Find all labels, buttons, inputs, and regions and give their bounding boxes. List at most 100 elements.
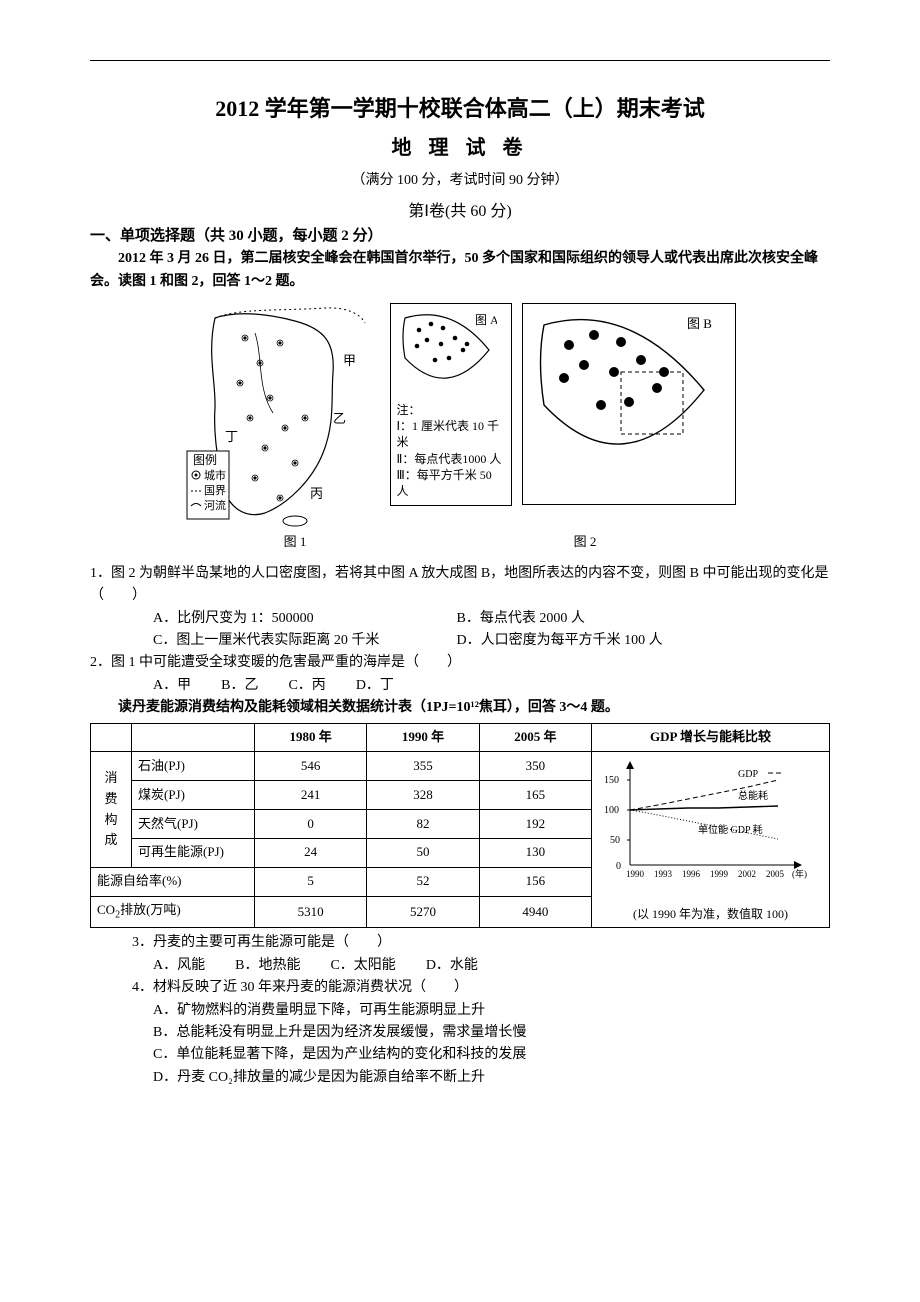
svg-text:国界: 国界 <box>204 484 226 497</box>
cell: 5270 <box>367 896 479 928</box>
q1-stem: 1．图 2 为朝鲜半岛某地的人口密度图，若将其中图 A 放大成图 B，地图所表达… <box>90 563 830 608</box>
cell: 50 <box>367 838 479 867</box>
note-2: Ⅱ：每点代表1000 人 <box>397 451 505 467</box>
intro-paragraph: 2012 年 3 月 26 日，第二届核安全峰会在韩国首尔举行，50 多个国家和… <box>90 248 830 293</box>
q1-opt-d: D．人口密度为每平方千米 100 人 <box>457 633 663 648</box>
note-3: Ⅲ：每平方千米 50 人 <box>397 467 505 499</box>
title-line-1: 2012 学年第一学期十校联合体高二（上）期末考试 <box>90 91 830 126</box>
caption-fig2: 图 2 <box>574 532 597 553</box>
cell: 355 <box>367 752 479 781</box>
fig2-note: 注： Ⅰ：1 厘米代表 10 千米 Ⅱ：每点代表1000 人 Ⅲ：每平方千米 5… <box>397 402 505 499</box>
th-2005: 2005 年 <box>479 724 591 752</box>
note-1: Ⅰ：1 厘米代表 10 千米 <box>397 418 505 450</box>
cell: 192 <box>479 810 591 839</box>
svg-text:单位能 GDP 耗: 单位能 GDP 耗 <box>698 823 763 836</box>
q4-opt-c: C．单位能耗显著下降，是因为产业结构的变化和科技的发展 <box>90 1044 830 1066</box>
figure-2: 图 A 注： Ⅰ：1 厘米代表 10 千米 Ⅱ：每点代表1000 人 Ⅲ：每平方… <box>390 303 736 506</box>
q2-opt-a: A．甲 <box>153 675 191 697</box>
q3-opt-d: D．水能 <box>426 955 478 977</box>
q3-options: A．风能 B．地热能 C．太阳能 D．水能 <box>90 955 830 977</box>
gdp-chart-cell: 150 100 50 0 GDP 总能耗 单位能 GDP 耗 1990 1993… <box>592 752 830 928</box>
figure-row: 甲 乙 丙 丁 图例 城市 国界 河流 <box>90 303 830 528</box>
leaf-b-svg: 图 B <box>529 310 719 488</box>
q1-opt-a: A．比例尺变为 1：500000 <box>153 608 453 630</box>
part-head: 第Ⅰ卷(共 60 分) <box>90 199 830 225</box>
chart-footnote: (以 1990 年为准，数值取 100) <box>598 905 823 924</box>
top-rule <box>90 60 830 61</box>
q1-opt-c: C．图上一厘米代表实际距离 20 千米 <box>153 630 453 652</box>
note-head: 注： <box>397 402 505 418</box>
map-korea-svg: 甲 乙 丙 丁 图例 城市 国界 河流 <box>185 303 370 528</box>
section-1-head: 一、单项选择题（共 30 小题，每小题 2 分） <box>90 224 830 248</box>
cell: 165 <box>479 781 591 810</box>
cell: 241 <box>255 781 367 810</box>
cell: 350 <box>479 752 591 781</box>
q4-opt-b: B．总能耗没有明显上升是因为经济发展缓慢，需求量增长慢 <box>90 1022 830 1044</box>
cell: 82 <box>367 810 479 839</box>
cell: 52 <box>367 867 479 896</box>
figure-2-left-box: 图 A 注： Ⅰ：1 厘米代表 10 千米 Ⅱ：每点代表1000 人 Ⅲ：每平方… <box>390 303 512 506</box>
q2-opt-c: C．丙 <box>288 675 325 697</box>
svg-text:图例: 图例 <box>193 453 217 467</box>
svg-text:1996: 1996 <box>682 869 701 879</box>
q3-opt-c: C．太阳能 <box>330 955 395 977</box>
q3-opt-b: B．地热能 <box>235 955 300 977</box>
cell: 0 <box>255 810 367 839</box>
q1-opt-b: B．每点代表 2000 人 <box>457 611 585 626</box>
svg-text:150: 150 <box>604 775 619 786</box>
row-group-label: 消费构成 <box>91 752 132 868</box>
table-head-row: 1980 年 1990 年 2005 年 GDP 增长与能耗比较 <box>91 724 830 752</box>
table-intro: 读丹麦能源消费结构及能耗领域相关数据统计表（1PJ=10¹²焦耳），回答 3～4… <box>90 697 830 719</box>
svg-text:1999: 1999 <box>710 869 729 879</box>
row-label: 煤炭(PJ) <box>132 781 255 810</box>
th-gdp: GDP 增长与能耗比较 <box>592 724 830 752</box>
row-label: 可再生能源(PJ) <box>132 838 255 867</box>
figure-captions: 图 1 图 2 <box>90 532 830 553</box>
label-fig-a: 图 A <box>475 313 497 327</box>
svg-text:河流: 河流 <box>204 498 226 512</box>
q3-stem: 3．丹麦的主要可再生能源可能是（ ） <box>90 932 830 954</box>
row-label: 能源自给率(%) <box>91 867 255 896</box>
label-ding: 丁 <box>225 429 238 444</box>
q2-stem: 2．图 1 中可能遭受全球变暖的危害最严重的海岸是（ ） <box>90 652 830 674</box>
svg-text:50: 50 <box>610 835 620 846</box>
label-bing: 丙 <box>310 486 323 501</box>
energy-table: 1980 年 1990 年 2005 年 GDP 增长与能耗比较 消费构成 石油… <box>90 723 830 928</box>
label-fig-b: 图 B <box>687 316 712 331</box>
th-1980: 1980 年 <box>255 724 367 752</box>
th-1990: 1990 年 <box>367 724 479 752</box>
svg-text:1993: 1993 <box>654 869 673 879</box>
svg-text:1990: 1990 <box>626 869 645 879</box>
q4-stem: 4．材料反映了近 30 年来丹麦的能源消费状况（ ） <box>90 977 830 999</box>
svg-text:GDP: GDP <box>738 769 758 780</box>
figure-1: 甲 乙 丙 丁 图例 城市 国界 河流 <box>185 303 370 528</box>
title-line-2: 地 理 试 卷 <box>90 132 830 164</box>
label-yi: 乙 <box>333 411 346 426</box>
row-label: CO2排放(万吨) <box>91 896 255 928</box>
row-label: 石油(PJ) <box>132 752 255 781</box>
cell: 156 <box>479 867 591 896</box>
svg-text:100: 100 <box>604 805 619 816</box>
cell: 130 <box>479 838 591 867</box>
svg-text:0: 0 <box>616 861 621 872</box>
figure-2-right-box: 图 B <box>522 303 736 505</box>
caption-fig1: 图 1 <box>284 532 307 553</box>
cell: 24 <box>255 838 367 867</box>
svg-text:总能耗: 总能耗 <box>738 789 768 802</box>
table-row: 消费构成 石油(PJ) 546 355 350 150 100 50 0 GDP <box>91 752 830 781</box>
q1-options-row2: C．图上一厘米代表实际距离 20 千米 D．人口密度为每平方千米 100 人 <box>90 630 830 652</box>
q2-options: A．甲 B．乙 C．丙 D．丁 <box>90 675 830 697</box>
row-label: 天然气(PJ) <box>132 810 255 839</box>
q3-opt-a: A．风能 <box>153 955 205 977</box>
cell: 4940 <box>479 896 591 928</box>
q1-options-row1: A．比例尺变为 1：500000 B．每点代表 2000 人 <box>90 608 830 630</box>
svg-text:2005: 2005 <box>766 869 785 879</box>
exam-meta: （满分 100 分，考试时间 90 分钟） <box>90 170 830 192</box>
q4-opt-d: D．丹麦 CO₂排放量的减少是因为能源自给率不断上升 <box>90 1067 830 1089</box>
cell: 5 <box>255 867 367 896</box>
q4-opt-a: A．矿物燃料的消费量明显下降，可再生能源明显上升 <box>90 1000 830 1022</box>
svg-text:城市: 城市 <box>204 468 226 482</box>
label-jia: 甲 <box>343 353 356 368</box>
gdp-chart-svg: 150 100 50 0 GDP 总能耗 单位能 GDP 耗 1990 1993… <box>598 755 818 905</box>
leaf-a-svg: 图 A <box>397 310 497 398</box>
